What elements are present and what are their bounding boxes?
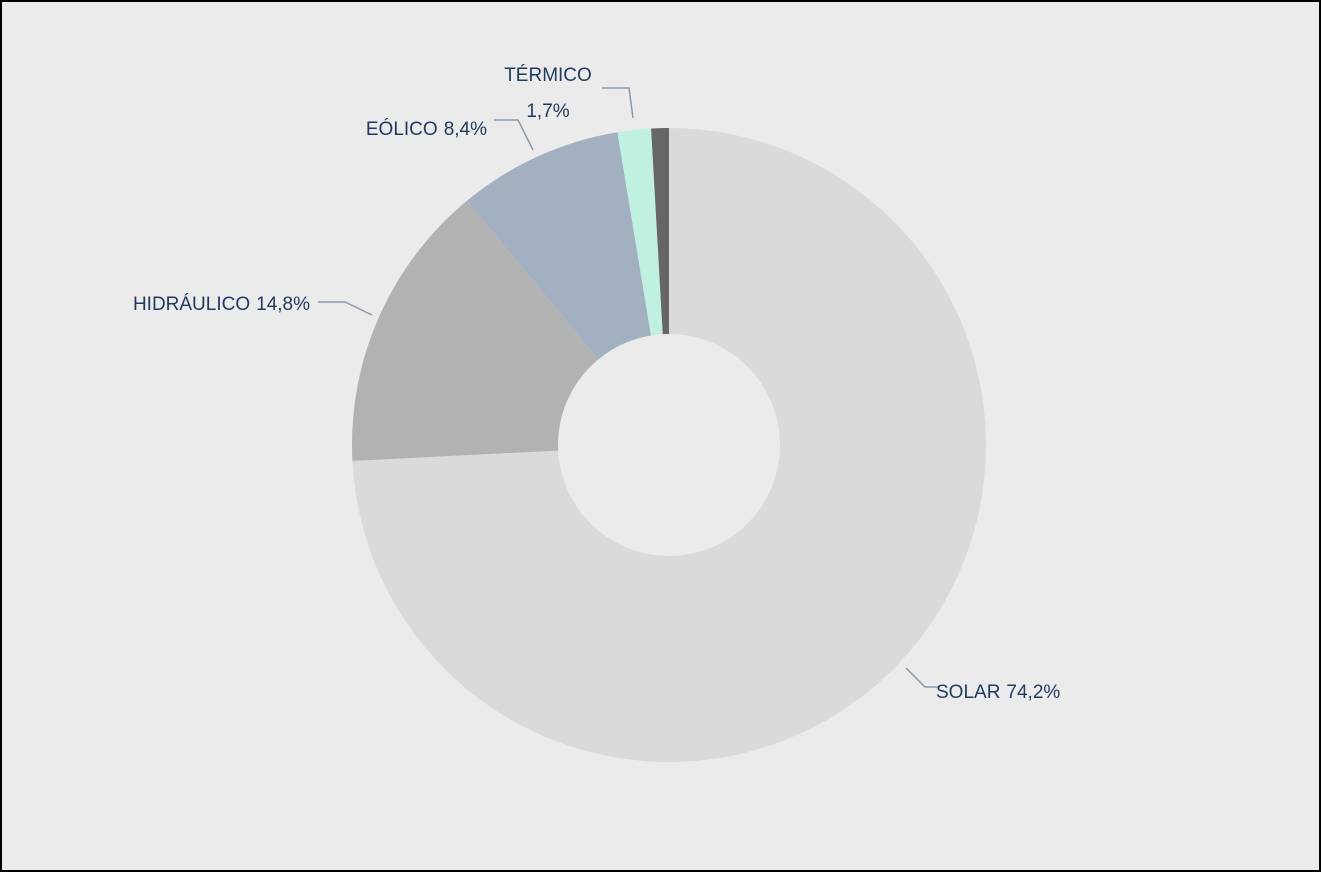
data-label-value: 1,7% <box>526 101 569 122</box>
data-label-category: HIDRÁULICO <box>133 294 250 315</box>
leader-line <box>318 301 373 316</box>
slice <box>352 200 599 461</box>
data-label-category: SOLAR <box>936 682 1000 703</box>
data-label: EÓLICO 8,4% <box>366 118 487 140</box>
slice <box>352 128 986 762</box>
data-label: HIDRÁULICO 14,8% <box>133 294 310 315</box>
leader-line <box>602 87 634 119</box>
slice <box>466 132 651 360</box>
data-label-value: 8,4% <box>444 119 487 140</box>
data-label-value: 74,2% <box>1006 682 1060 703</box>
data-label-category: TÉRMICO <box>504 65 592 86</box>
data-label-category: EÓLICO <box>366 118 438 140</box>
leader-line <box>494 119 534 151</box>
data-label-value: 14,8% <box>256 294 310 315</box>
slice <box>617 128 663 336</box>
leader-line <box>905 667 940 688</box>
data-label: SOLAR 74,2% <box>936 682 1060 703</box>
slice <box>651 128 669 335</box>
